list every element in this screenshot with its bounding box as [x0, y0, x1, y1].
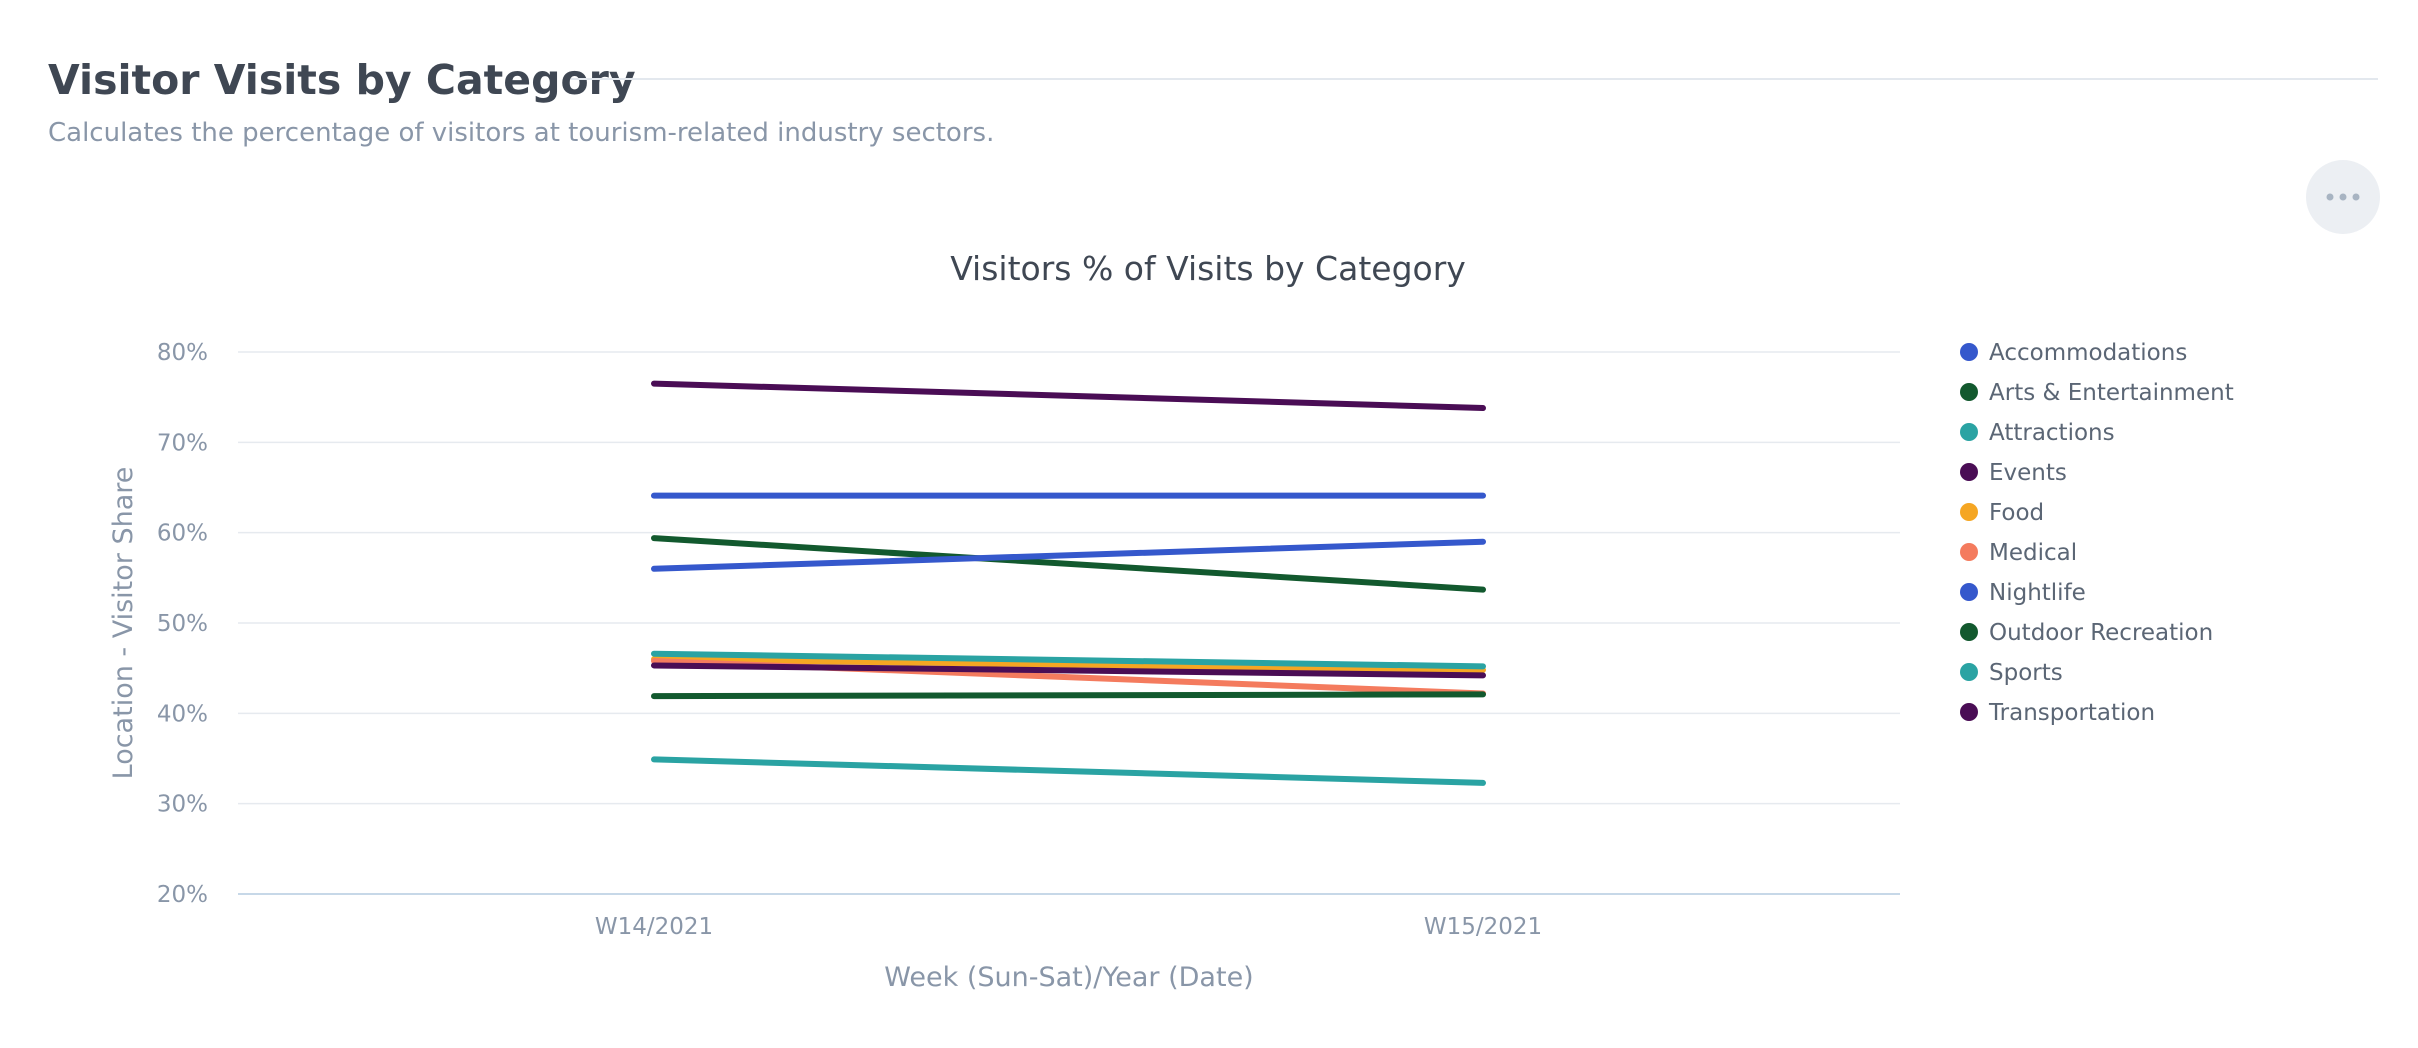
- legend-marker: [1960, 503, 1978, 521]
- series-line-nightlife: [651, 538, 1486, 572]
- series-line-attractions: [651, 756, 1486, 786]
- series-line-transportation: [651, 662, 1486, 679]
- x-tick-label: W14/2021: [595, 914, 713, 940]
- page-subtitle: Calculates the percentage of visitors at…: [48, 118, 995, 148]
- legend-marker: [1960, 383, 1978, 401]
- legend-marker: [1960, 583, 1978, 601]
- x-tick-label: W15/2021: [1424, 914, 1542, 940]
- legend-marker: [1960, 543, 1978, 561]
- legend-marker: [1960, 623, 1978, 641]
- legend-item[interactable]: Nightlife: [1960, 580, 2086, 606]
- legend-label: Medical: [1989, 540, 2077, 566]
- y-tick-label: 40%: [157, 701, 208, 727]
- x-axis-label: Week (Sun-Sat)/Year (Date): [884, 962, 1253, 993]
- legend-marker: [1960, 423, 1978, 441]
- y-tick-label: 80%: [157, 340, 208, 366]
- legend-item[interactable]: Accommodations: [1960, 340, 2187, 366]
- chart-title: Visitors % of Visits by Category: [950, 249, 1466, 288]
- series-line-sports: [651, 650, 1486, 670]
- legend-item[interactable]: Medical: [1960, 540, 2077, 566]
- y-tick-label: 70%: [157, 430, 208, 456]
- y-tick-label: 50%: [157, 611, 208, 637]
- series-line-food: [651, 656, 1486, 673]
- legend-label: Sports: [1989, 660, 2063, 686]
- legend-item[interactable]: Arts & Entertainment: [1960, 380, 2234, 406]
- legend-label: Nightlife: [1989, 580, 2086, 606]
- legend-label: Arts & Entertainment: [1989, 380, 2234, 406]
- series-line-arts-entertainment: [651, 535, 1486, 593]
- page-title: Visitor Visits by Category: [48, 56, 636, 104]
- title-divider: [571, 78, 2378, 80]
- more-options-button[interactable]: [2306, 160, 2380, 234]
- series-line-events: [651, 380, 1486, 412]
- legend-label: Transportation: [1988, 700, 2155, 726]
- legend-label: Accommodations: [1989, 340, 2187, 366]
- legend-label: Outdoor Recreation: [1989, 620, 2213, 646]
- y-tick-label: 20%: [157, 882, 208, 908]
- legend-marker: [1960, 343, 1978, 361]
- y-axis-label: Location - Visitor Share: [108, 467, 139, 780]
- more-horizontal-icon: [2326, 193, 2360, 201]
- legend-item[interactable]: Food: [1960, 500, 2044, 526]
- legend-marker: [1960, 463, 1978, 481]
- y-tick-label: 30%: [157, 792, 208, 818]
- legend-label: Events: [1989, 460, 2067, 486]
- legend-marker: [1960, 703, 1978, 721]
- legend-item[interactable]: Events: [1960, 460, 2067, 486]
- page-header: Visitor Visits by Category: [48, 50, 2378, 110]
- legend-item[interactable]: Transportation: [1960, 700, 2155, 726]
- y-tick-label: 60%: [157, 521, 208, 547]
- legend-label: Attractions: [1989, 420, 2115, 446]
- legend-item[interactable]: Attractions: [1960, 420, 2115, 446]
- legend-marker: [1960, 663, 1978, 681]
- legend-label: Food: [1989, 500, 2044, 526]
- legend-item[interactable]: Outdoor Recreation: [1960, 620, 2213, 646]
- series-line-outdoor-recreation: [651, 691, 1486, 700]
- legend-item[interactable]: Sports: [1960, 660, 2063, 686]
